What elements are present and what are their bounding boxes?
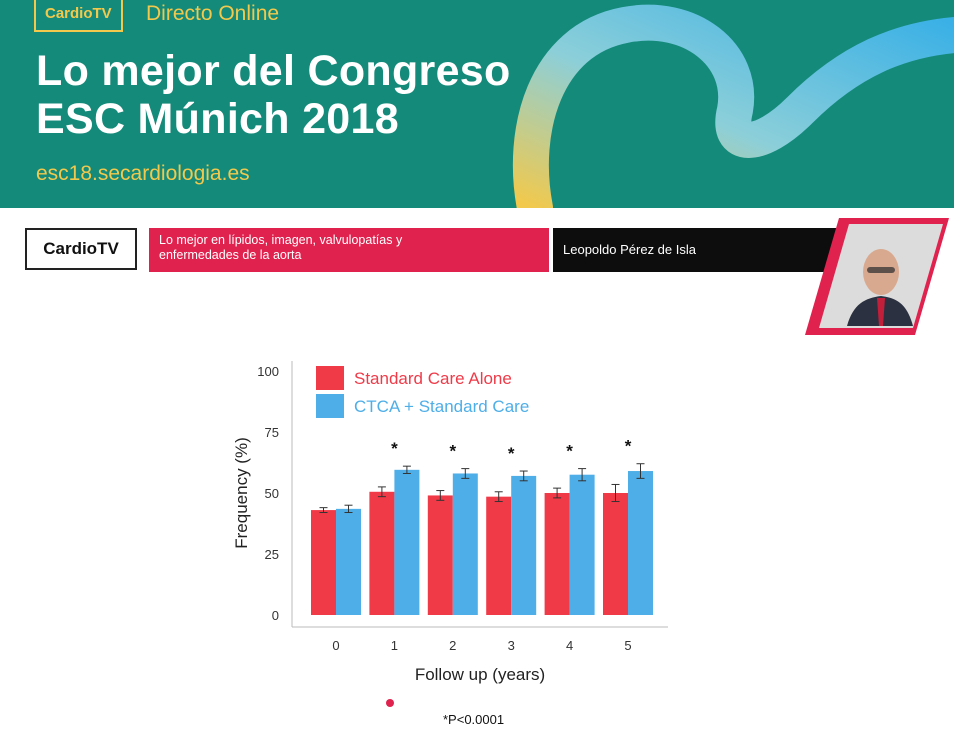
headline-line-1: Lo mejor del Congreso [36,47,511,95]
speaker-video-frame [805,218,949,335]
bar-ctca [628,471,653,615]
bar-standard-care [369,491,395,615]
legend-swatch [316,394,344,418]
significance-marker: * [508,444,515,463]
chart-legend: Standard Care Alone CTCA + Standard Care [316,366,529,418]
x-tick-label: 1 [391,638,398,653]
y-tick-label: 50 [265,486,279,501]
x-tick-label: 3 [508,638,515,653]
brand-swoosh-graphic [512,4,954,208]
speaker-name-bar: Leopoldo Pérez de Isla [553,228,843,272]
topic-line-2: enfermedades de la aorta [159,248,302,262]
legend-label: Standard Care Alone [354,369,512,388]
bar-ctca [336,508,361,615]
bar-standard-care [427,495,453,615]
bar-standard-care [311,510,336,615]
legend-label: CTCA + Standard Care [354,397,529,416]
headline: Lo mejor del Congreso ESC Múnich 2018 [36,47,511,143]
chart-bars: * * * * * [311,437,653,615]
website-url: esc18.secardiologia.es [36,162,250,185]
y-tick-label: 75 [265,425,279,440]
significance-marker: * [449,442,456,461]
x-tick-label: 0 [332,638,339,653]
significance-marker: * [566,442,573,461]
bar-standard-care [603,493,628,615]
x-tick-label: 2 [449,638,456,653]
speaker-glasses [867,267,895,273]
bar-ctca [511,475,537,615]
y-tick-label: 25 [265,547,279,562]
bar-ctca [569,474,595,615]
x-tick-label: 5 [624,638,631,653]
bar-standard-care [486,496,512,615]
bar-standard-care [544,493,570,615]
x-axis-title: Follow up (years) [415,665,545,684]
bar-ctca [452,473,478,615]
x-tick-label: 4 [566,638,573,653]
speaker-tie [877,298,885,326]
significance-marker: * [391,439,398,458]
chart-axes: 0 25 50 75 100 0 1 2 3 4 5 [257,361,668,653]
live-label: Directo Online [146,2,280,25]
topic-bar: Lo mejor en lípidos, imagen, valvulopatí… [149,228,549,272]
headline-line-2: ESC Múnich 2018 [36,95,399,143]
header-banner: CardioTV Directo Online Lo mejor del Con… [0,0,954,208]
cardiotv-logo: CardioTV [25,228,137,270]
topic-line-1: Lo mejor en lípidos, imagen, valvulopatí… [159,233,403,247]
significance-marker: * [625,437,632,456]
footnote: *P<0.0001 [443,712,504,727]
y-tick-label: 0 [272,608,279,623]
pointer-dot [386,699,394,707]
cardiotv-badge: CardioTV [34,0,123,32]
bar-ctca [394,469,420,615]
y-axis-title: Frequency (%) [232,437,251,548]
legend-swatch [316,366,344,390]
y-tick-label: 100 [257,364,279,379]
